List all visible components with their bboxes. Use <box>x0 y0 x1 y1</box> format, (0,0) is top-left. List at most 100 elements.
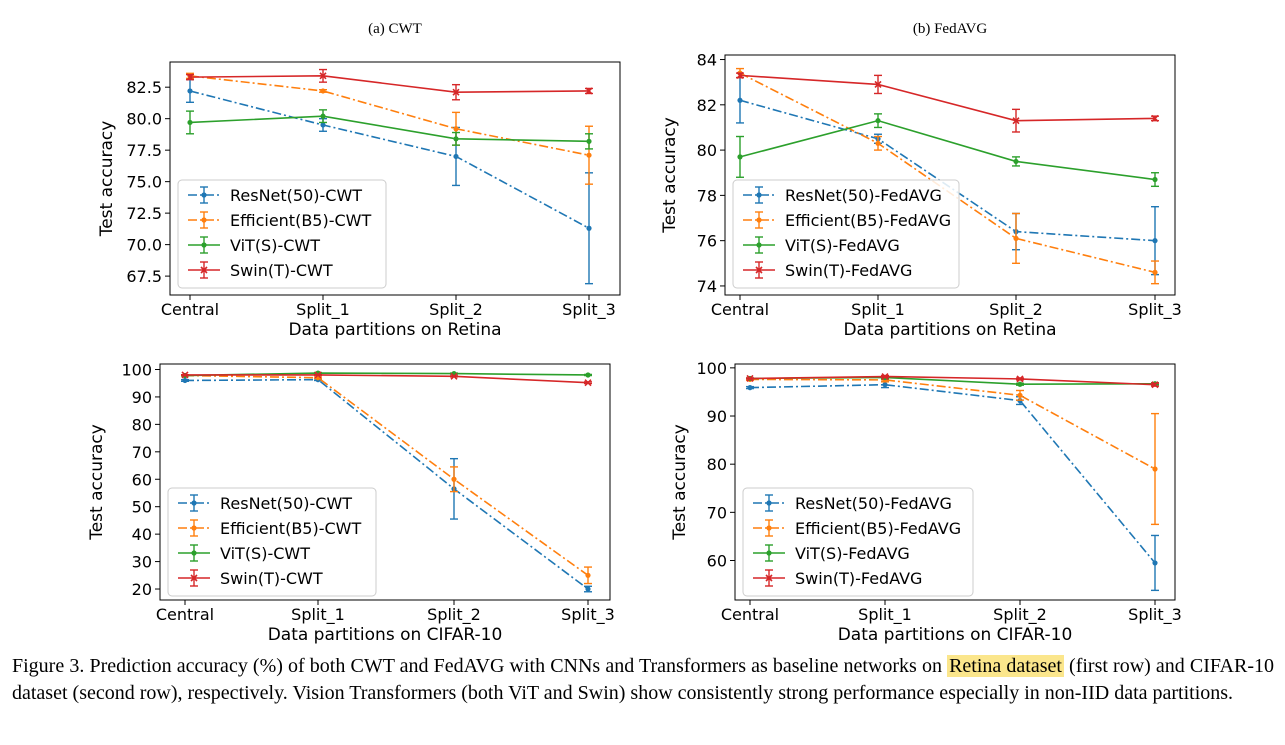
data-point <box>181 371 189 379</box>
x-tick-label: Split_2 <box>427 605 481 625</box>
y-tick-label: 80 <box>707 455 727 474</box>
y-tick-label: 77.5 <box>126 141 162 160</box>
series-4 <box>746 372 1159 389</box>
data-point <box>314 371 322 379</box>
legend-marker <box>201 217 207 223</box>
y-tick-label: 76 <box>697 232 717 251</box>
y-tick-label: 82.5 <box>126 78 162 97</box>
series-2 <box>186 72 593 185</box>
series-4 <box>181 371 592 387</box>
x-axis-label: Data partitions on CIFAR-10 <box>838 625 1073 645</box>
y-axis-label: Test accuracy <box>97 121 117 238</box>
data-point <box>874 80 882 88</box>
chart-panel-1: (a) CWT 67.5 70.0 72.5 75.0 77.5 80.0 82.5 Centr… <box>97 21 621 340</box>
data-point <box>586 152 592 158</box>
series-line <box>749 383 1156 564</box>
data-point <box>1017 381 1023 387</box>
data-point <box>320 113 326 119</box>
y-tick-label: 70.0 <box>126 236 162 255</box>
data-point <box>875 118 881 124</box>
y-axis-label: Test accuracy <box>87 424 107 541</box>
x-tick-label: Split_3 <box>561 605 615 625</box>
data-point <box>453 136 459 142</box>
caption-highlight: Retina dataset <box>947 655 1064 677</box>
legend: ResNet(50)-FedAVG Efficient(B5)-FedAVG ViT… <box>732 179 960 289</box>
y-tick-label: 60 <box>132 470 152 489</box>
y-tick-label: 100 <box>121 360 152 379</box>
data-point <box>585 372 591 378</box>
y-tick-label: 40 <box>132 525 152 544</box>
figure: (a) CWT 67.5 70.0 72.5 75.0 77.5 80.0 82.5 Centr… <box>87 21 1182 645</box>
plot-frame <box>734 363 1176 601</box>
y-tick-label: 74 <box>697 277 717 296</box>
data-point <box>450 372 458 380</box>
data-point <box>320 122 326 128</box>
legend: ResNet(50)-FedAVG Efficient(B5)-FedAVG ViT… <box>742 487 974 597</box>
data-point <box>585 586 591 592</box>
legend-label: Swin(T)-FedAVG <box>795 569 922 588</box>
legend-box <box>732 179 960 289</box>
x-tick-label: Central <box>711 300 769 319</box>
data-point <box>586 138 592 144</box>
data-point <box>320 88 326 94</box>
legend-label: Swin(T)-FedAVG <box>785 261 912 280</box>
y-tick-label: 100 <box>696 359 727 378</box>
x-axis-label: Data partitions on Retina <box>843 320 1056 340</box>
data-point <box>737 154 743 160</box>
chart-panel-2: (b) FedAVG 74 76 78 80 82 84 Central Split_1 Spli… <box>660 21 1182 340</box>
x-tick-label: Split_1 <box>858 605 912 625</box>
data-point <box>746 374 754 383</box>
series-4 <box>186 68 593 101</box>
data-point <box>1012 117 1020 125</box>
legend-marker <box>766 500 772 506</box>
legend-label: ResNet(50)-CWT <box>220 494 352 513</box>
data-point <box>586 225 592 231</box>
y-tick-label: 20 <box>132 580 152 599</box>
data-point <box>585 87 593 95</box>
data-point <box>1151 381 1159 389</box>
series-1 <box>186 78 593 285</box>
y-tick-label: 70 <box>707 503 727 522</box>
series-line <box>184 378 589 590</box>
series-line <box>739 119 1156 181</box>
data-point <box>1152 176 1158 183</box>
legend-marker <box>766 525 772 531</box>
data-point <box>187 88 193 94</box>
data-point <box>882 382 888 388</box>
x-tick-label: Split_1 <box>851 300 905 320</box>
x-tick-label: Split_2 <box>989 300 1043 320</box>
legend-box <box>177 179 387 289</box>
data-point <box>1017 392 1023 398</box>
legend-marker <box>755 266 763 274</box>
legend-label: ResNet(50)-FedAVG <box>785 186 942 205</box>
data-point <box>584 379 592 387</box>
data-point <box>453 126 459 132</box>
legend-marker <box>201 242 207 248</box>
panel-title: (a) CWT <box>368 21 422 37</box>
x-axis-label: Data partitions on Retina <box>288 320 501 340</box>
data-point <box>736 71 744 79</box>
legend-marker <box>756 192 762 198</box>
data-point <box>585 572 591 578</box>
data-point <box>453 153 459 160</box>
plot-frame <box>724 54 1176 296</box>
y-axis-label: Test accuracy <box>670 424 690 541</box>
data-point <box>451 476 457 482</box>
data-point <box>452 88 460 96</box>
legend-label: ResNet(50)-FedAVG <box>795 494 952 513</box>
legend-label: ResNet(50)-CWT <box>230 186 362 205</box>
legend-label: Efficient(B5)-CWT <box>230 211 371 230</box>
caption-text-start: Figure 3. Prediction accuracy (%) of bot… <box>12 655 948 677</box>
legend-label: ViT(S)-FedAVG <box>795 544 910 563</box>
caption-text-end: (first row) and CIFAR-10 dataset (second… <box>12 655 1274 704</box>
legend-label: Efficient(B5)-FedAVG <box>795 519 961 538</box>
data-point <box>319 72 327 80</box>
legend-label: Swin(T)-CWT <box>230 261 333 280</box>
x-tick-label: Split_2 <box>429 300 483 320</box>
y-tick-label: 78 <box>697 186 717 205</box>
legend-marker <box>765 574 773 582</box>
y-tick-label: 80 <box>697 141 717 160</box>
data-point <box>1013 158 1019 165</box>
series-4 <box>736 71 1159 133</box>
legend-label: ViT(S)-FedAVG <box>785 236 900 255</box>
